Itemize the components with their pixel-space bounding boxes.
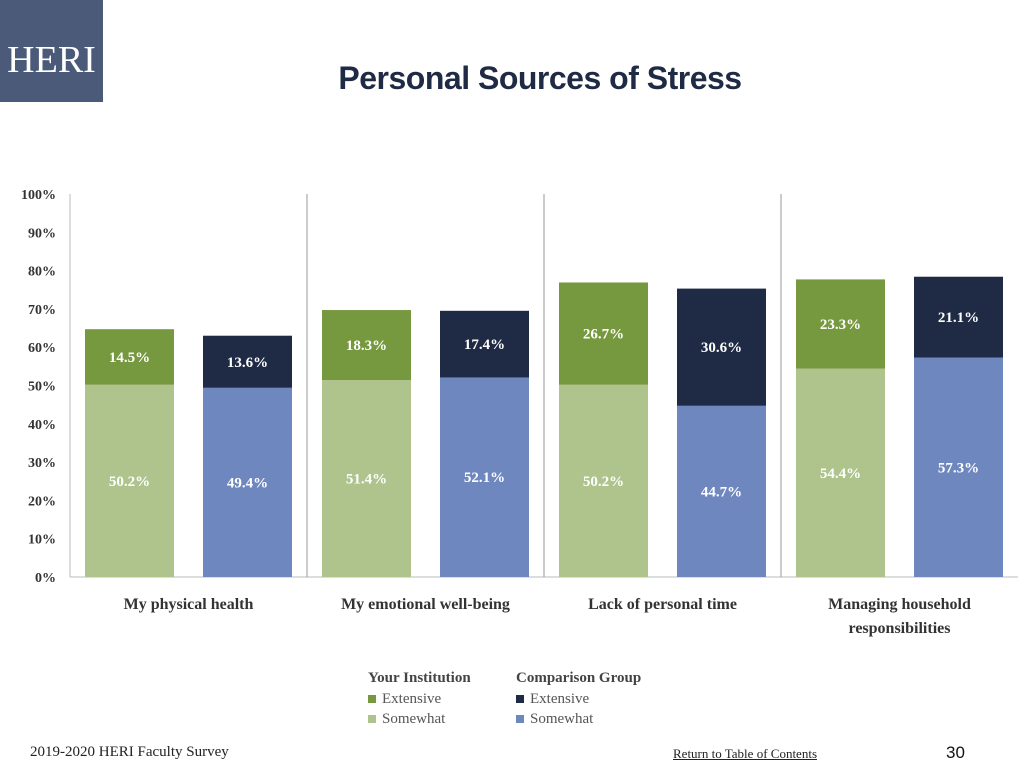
heri-logo: HERI (0, 0, 103, 102)
bar-segment-inst-somewhat (85, 384, 174, 577)
data-label: 26.7% (583, 327, 624, 343)
bar-segment-comp-extensive (203, 335, 292, 388)
bar-segment-comp-extensive (677, 288, 766, 406)
data-label: 13.6% (227, 355, 268, 371)
y-tick-label: 30% (28, 456, 56, 471)
legend-swatch-comp-somewhat (516, 715, 524, 723)
data-label: 50.2% (109, 474, 150, 490)
y-tick-label: 40% (28, 418, 56, 433)
y-tick-label: 90% (28, 226, 56, 241)
x-category-label: Managing household (828, 596, 971, 613)
legend-item-comp-somewhat: Somewhat (516, 709, 641, 729)
bar-segment-inst-somewhat (796, 368, 885, 577)
data-label: 44.7% (701, 484, 742, 500)
data-label: 57.3% (938, 460, 979, 476)
y-tick-label: 70% (28, 303, 56, 318)
stacked-bar-chart: 0% 10% 20% 30% 40% 50% 60% 70% 80% 90% 100% 50.2% 14… (21, 188, 1018, 637)
bar-segment-comp-extensive (440, 310, 529, 378)
bar-segment-comp-somewhat (914, 357, 1003, 577)
data-label: 18.3% (346, 338, 387, 354)
legend-item-inst-extensive: Extensive (368, 689, 471, 709)
data-label: 21.1% (938, 310, 979, 326)
legend-heading-comparison: Comparison Group (516, 670, 642, 686)
bar-segment-comp-extensive (914, 276, 1003, 358)
legend-label-inst-somewhat: Somewhat (382, 710, 446, 727)
legend-heading-institution: Your Institution (368, 670, 471, 686)
bar-segment-comp-somewhat (677, 405, 766, 577)
survey-footer: 2019-2020 HERI Faculty Survey (30, 744, 229, 760)
y-tick-label: 100% (21, 188, 56, 203)
bar-segment-inst-extensive (322, 310, 411, 381)
data-label: 17.4% (464, 337, 505, 353)
legend-swatch-comp-extensive (516, 695, 524, 703)
legend-your-institution: Your Institution Extensive Somewhat (368, 670, 471, 729)
legend-label-inst-extensive: Extensive (382, 690, 442, 707)
data-label: 52.1% (464, 470, 505, 486)
data-label: 30.6% (701, 340, 742, 356)
bar-segment-inst-extensive (559, 282, 648, 385)
y-tick-label: 10% (28, 533, 56, 548)
y-tick-label: 80% (28, 265, 56, 280)
x-category-label: My physical health (124, 596, 254, 613)
data-label: 23.3% (820, 317, 861, 333)
x-category-label: responsibilities (849, 620, 951, 637)
legend-comparison-group: Comparison Group Extensive Somewhat (516, 670, 641, 729)
page-number: 30 (946, 743, 965, 762)
legend-swatch-inst-somewhat (368, 715, 376, 723)
return-to-toc-link[interactable]: Return to Table of Contents (673, 746, 817, 761)
logo-text: HERI (7, 39, 96, 81)
bar-segment-inst-somewhat (322, 380, 411, 577)
y-tick-label: 20% (28, 494, 56, 509)
y-tick-label: 60% (28, 341, 56, 356)
bar-segment-comp-somewhat (440, 377, 529, 577)
bar-segment-comp-somewhat (203, 387, 292, 577)
legend-swatch-inst-extensive (368, 695, 376, 703)
legend-item-comp-extensive: Extensive (516, 689, 641, 709)
data-label: 54.4% (820, 466, 861, 482)
data-label: 49.4% (227, 475, 268, 491)
bar-segment-inst-somewhat (559, 384, 648, 577)
data-label: 51.4% (346, 472, 387, 488)
page-title: Personal Sources of Stress (338, 60, 742, 96)
legend-item-inst-somewhat: Somewhat (368, 709, 471, 729)
legend-label-comp-extensive: Extensive (530, 690, 590, 707)
data-label: 50.2% (583, 474, 624, 490)
y-tick-label: 50% (28, 380, 56, 395)
bar-segment-inst-extensive (85, 329, 174, 385)
data-label: 14.5% (109, 350, 150, 366)
x-category-label: Lack of personal time (588, 596, 737, 613)
y-tick-label: 0% (35, 571, 56, 586)
x-category-label: My emotional well-being (341, 596, 510, 613)
bar-segment-inst-extensive (796, 279, 885, 369)
legend-label-comp-somewhat: Somewhat (530, 710, 594, 727)
